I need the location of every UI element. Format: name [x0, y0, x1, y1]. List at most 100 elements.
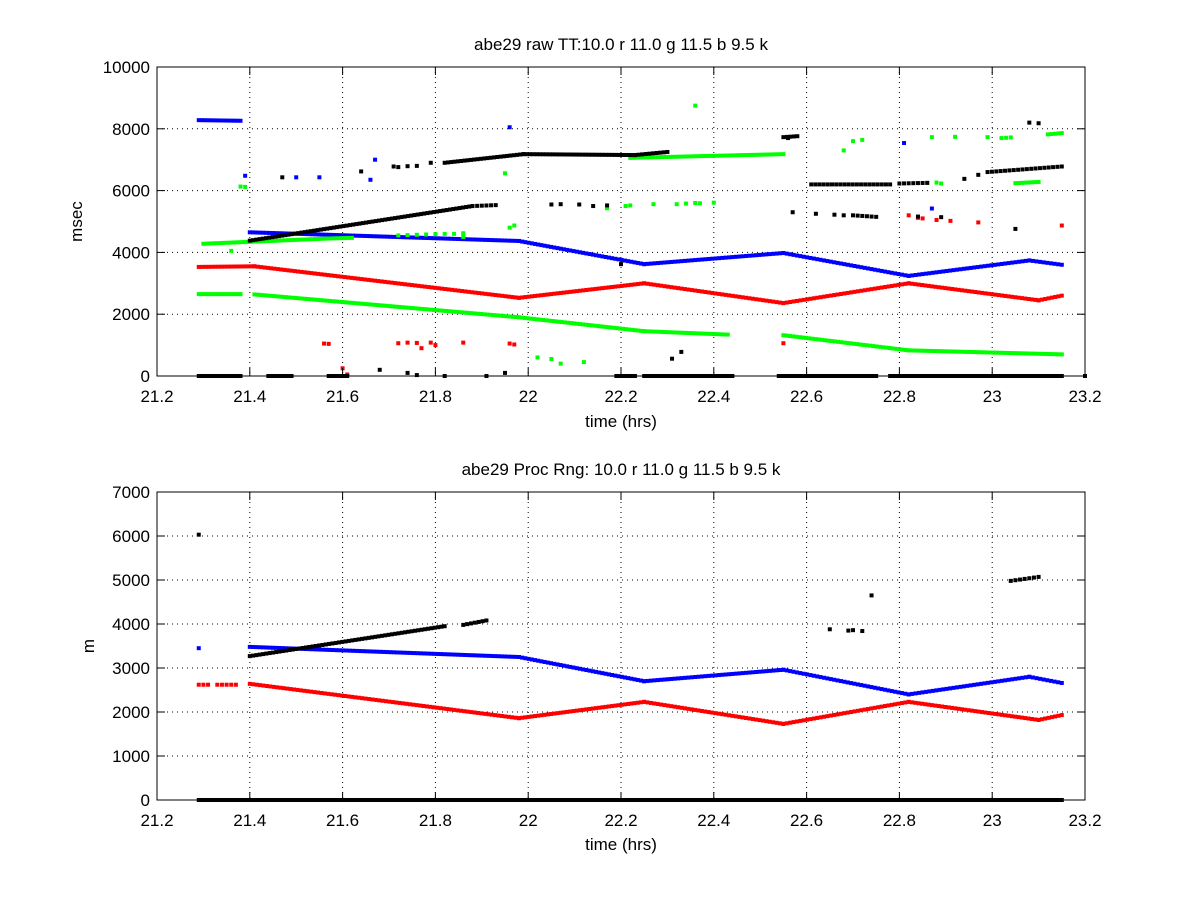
data-point	[632, 374, 637, 378]
data-point	[976, 220, 981, 225]
data-point	[299, 237, 304, 242]
data-point	[479, 312, 484, 317]
data-point	[584, 322, 589, 327]
data-point	[562, 320, 567, 325]
data-point	[927, 271, 932, 276]
data-point	[803, 798, 808, 802]
data-point	[269, 374, 274, 378]
data-point	[573, 798, 578, 802]
data-point	[1016, 181, 1021, 186]
data-point	[333, 640, 338, 645]
data-point	[269, 266, 274, 271]
data-point	[813, 182, 818, 187]
data-point	[409, 213, 414, 218]
data-point	[616, 257, 621, 262]
data-point	[696, 798, 701, 802]
data-point	[949, 349, 954, 354]
data-point	[341, 374, 346, 378]
data-point	[421, 703, 426, 708]
data-point	[929, 703, 934, 708]
data-point	[346, 798, 351, 802]
data-point	[496, 798, 501, 802]
data-point	[459, 652, 464, 657]
data-point	[422, 211, 427, 216]
data-point	[919, 348, 924, 353]
data-point	[206, 264, 211, 269]
data-point	[893, 346, 898, 351]
data-point	[571, 289, 576, 294]
data-point	[989, 711, 994, 716]
data-point	[686, 287, 691, 292]
data-point	[409, 283, 414, 288]
data-point	[968, 349, 973, 354]
y-tick-label: 6000	[112, 182, 150, 201]
data-point	[426, 798, 431, 802]
data-point	[587, 152, 592, 157]
data-point	[307, 647, 312, 652]
data-point	[413, 306, 418, 311]
data-point	[251, 645, 256, 650]
data-point	[296, 296, 301, 301]
data-point	[1045, 678, 1050, 683]
data-point	[399, 215, 404, 220]
data-point	[886, 688, 891, 693]
data-point	[295, 269, 300, 274]
data-point	[729, 153, 734, 158]
data-point	[368, 302, 373, 307]
data-point	[506, 798, 511, 802]
data-point	[558, 290, 563, 295]
data-point	[314, 647, 319, 652]
data-point	[416, 306, 421, 311]
data-point	[196, 264, 201, 269]
data-point	[821, 182, 826, 187]
data-point	[473, 798, 478, 802]
data-point	[300, 798, 305, 802]
data-point	[896, 701, 901, 706]
data-point	[1036, 798, 1041, 802]
data-point	[952, 349, 957, 354]
data-point	[442, 652, 447, 657]
data-point	[1013, 714, 1018, 719]
data-point	[872, 705, 877, 710]
data-point	[276, 798, 281, 802]
data-point	[296, 798, 301, 802]
x-tick-label: 22.2	[604, 387, 637, 406]
data-point	[679, 798, 684, 802]
data-point	[302, 230, 307, 235]
data-point	[646, 798, 651, 802]
data-point	[341, 233, 346, 238]
data-point	[460, 289, 465, 294]
data-point	[334, 648, 339, 653]
x-tick-label: 21.8	[419, 387, 452, 406]
data-point	[445, 652, 450, 657]
data-point	[555, 246, 560, 251]
data-point	[252, 292, 257, 297]
data-point	[493, 203, 498, 208]
data-point	[861, 374, 866, 378]
data-point	[256, 798, 261, 802]
data-point	[910, 281, 915, 286]
data-point	[1059, 680, 1064, 685]
data-point	[280, 175, 285, 180]
data-point	[969, 708, 974, 713]
x-tick-label: 22.4	[697, 811, 730, 830]
data-point	[581, 250, 586, 255]
data-point	[986, 798, 991, 802]
data-point	[334, 374, 339, 378]
data-point	[1053, 374, 1058, 378]
data-point	[613, 256, 618, 261]
data-point	[264, 230, 269, 235]
data-point	[449, 287, 454, 292]
data-point	[784, 668, 789, 673]
data-point	[265, 239, 270, 244]
data-point	[414, 340, 419, 345]
data-point	[436, 798, 441, 802]
data-point	[415, 651, 420, 656]
data-point	[384, 699, 389, 704]
data-point	[418, 651, 423, 656]
data-point	[357, 221, 362, 226]
data-point	[817, 182, 822, 187]
data-point	[1048, 374, 1053, 378]
data-point	[581, 707, 586, 712]
data-point	[699, 709, 704, 714]
